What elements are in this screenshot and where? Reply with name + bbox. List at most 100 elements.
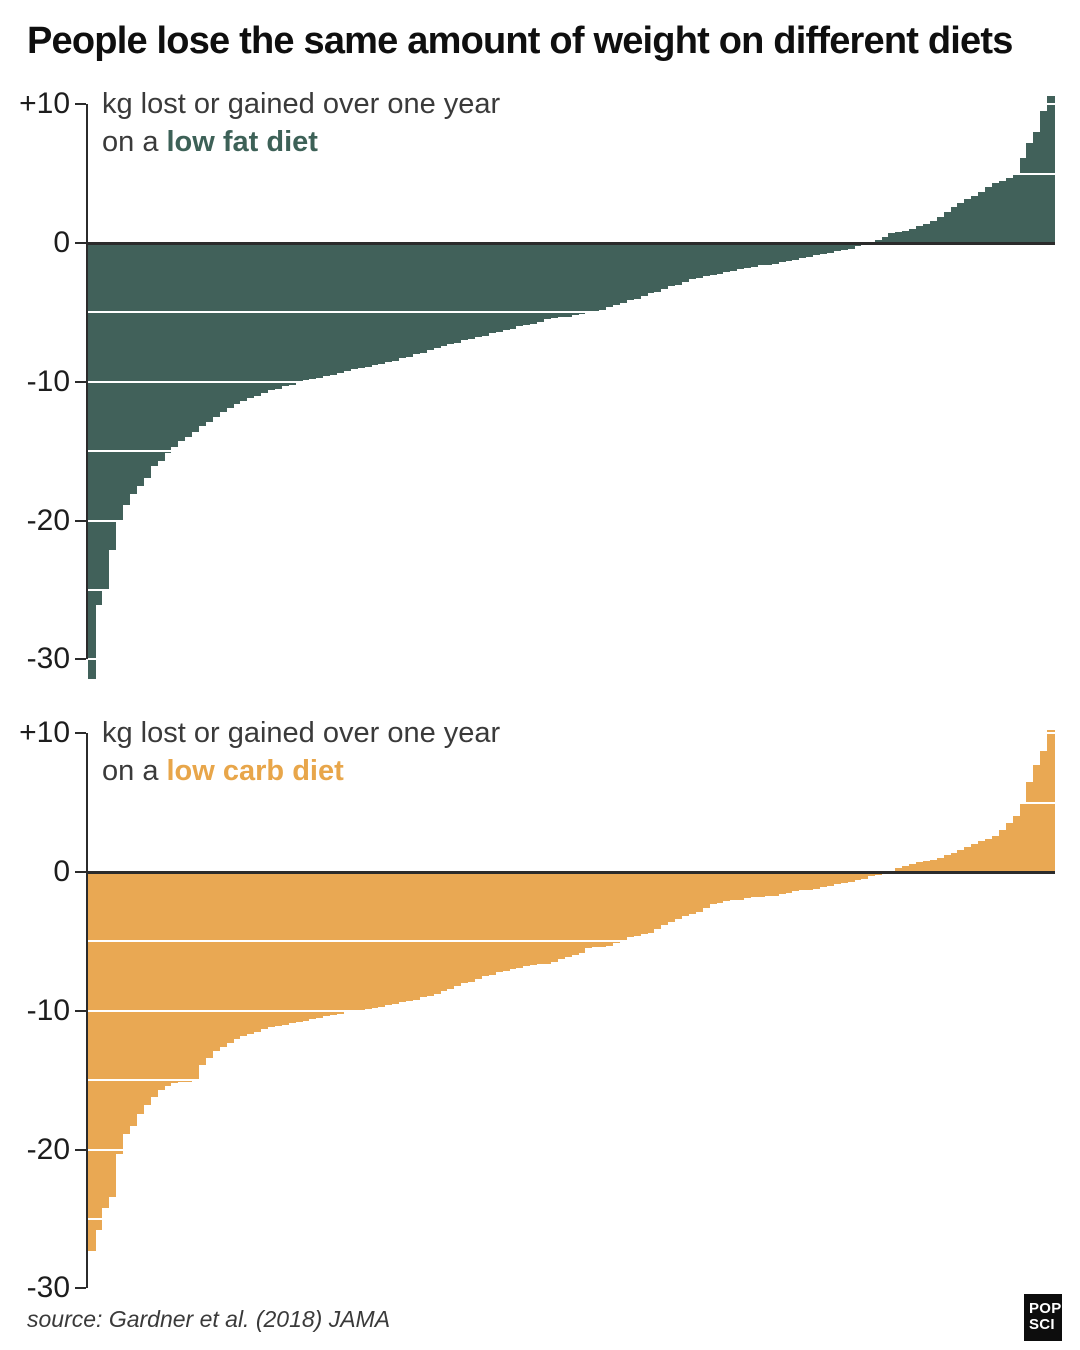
bar xyxy=(1047,730,1055,872)
bar xyxy=(433,243,441,349)
bar xyxy=(1012,173,1021,243)
bar xyxy=(805,872,814,891)
bar xyxy=(226,872,234,1043)
bar xyxy=(557,243,565,317)
gridline--10 xyxy=(88,1009,1055,1012)
bar xyxy=(246,243,255,399)
bar xyxy=(232,872,241,1039)
bar xyxy=(474,243,482,338)
y-tick--10 xyxy=(75,1009,86,1012)
bar xyxy=(1012,816,1021,872)
bar xyxy=(308,243,317,380)
bar xyxy=(315,243,324,378)
bar xyxy=(564,872,572,957)
bar xyxy=(1019,803,1027,872)
bar xyxy=(453,243,462,343)
bar xyxy=(246,872,255,1035)
bar xyxy=(640,872,648,935)
bar xyxy=(722,872,731,902)
bar xyxy=(232,243,241,404)
bar xyxy=(315,872,324,1018)
bar xyxy=(867,872,876,877)
bar xyxy=(391,243,400,361)
bar xyxy=(784,872,793,893)
bar xyxy=(1026,781,1034,872)
bar xyxy=(715,872,724,903)
bar xyxy=(336,243,344,374)
bar xyxy=(515,872,524,968)
bar xyxy=(1019,158,1027,243)
bar xyxy=(391,872,400,1004)
bar xyxy=(143,872,151,1106)
bar xyxy=(384,872,393,1006)
y-tick-0 xyxy=(75,871,86,873)
bar xyxy=(219,243,227,413)
bar xyxy=(688,243,696,280)
bar xyxy=(412,243,420,355)
bar xyxy=(508,872,517,970)
bar xyxy=(522,243,531,325)
bar xyxy=(198,872,206,1065)
bar xyxy=(778,243,786,263)
bar xyxy=(94,872,103,1231)
bar xyxy=(840,243,848,250)
bar xyxy=(971,844,979,872)
y-tick-label: -10 xyxy=(26,364,70,398)
bar xyxy=(709,872,717,904)
bar xyxy=(508,243,517,330)
bar xyxy=(916,226,924,243)
bar xyxy=(929,859,938,872)
bar xyxy=(122,243,130,506)
bar xyxy=(577,872,586,953)
bar xyxy=(467,872,475,982)
gridline--30 xyxy=(88,658,1055,661)
bar xyxy=(860,872,869,879)
bar xyxy=(922,860,931,872)
bar xyxy=(467,243,475,339)
bar xyxy=(791,872,800,892)
bar xyxy=(660,872,669,925)
bar xyxy=(281,243,289,386)
bar xyxy=(660,243,669,289)
bar xyxy=(288,243,296,385)
bar xyxy=(426,243,434,350)
bar xyxy=(288,872,296,1024)
bar xyxy=(840,872,848,884)
bar xyxy=(909,229,917,243)
bar xyxy=(798,872,807,891)
bar xyxy=(329,243,337,375)
bar xyxy=(681,243,689,282)
bar xyxy=(370,243,379,366)
bar xyxy=(308,872,317,1020)
bar xyxy=(833,243,841,252)
bar xyxy=(460,872,469,984)
chart-subtitle: kg lost or gained over one year on a low… xyxy=(102,85,500,161)
y-tick-label: 0 xyxy=(53,226,70,259)
bar xyxy=(619,872,627,940)
bar xyxy=(502,872,510,971)
bar xyxy=(757,872,765,897)
bar xyxy=(895,231,903,243)
bar xyxy=(750,243,758,267)
bar xyxy=(571,872,579,956)
bar xyxy=(129,243,137,495)
bar xyxy=(163,872,172,1086)
bar xyxy=(702,243,710,277)
y-tick-label: 0 xyxy=(53,855,70,888)
bar xyxy=(598,872,607,947)
bar xyxy=(577,243,586,314)
y-axis-line xyxy=(86,733,88,1289)
bar xyxy=(384,243,393,363)
bar xyxy=(101,243,110,589)
bar xyxy=(177,872,186,1082)
source-credit: source: Gardner et al. (2018) JAMA xyxy=(27,1306,391,1332)
bar xyxy=(522,872,531,967)
bar xyxy=(239,243,248,402)
bar xyxy=(219,872,227,1047)
zero-line xyxy=(86,241,1055,245)
bar xyxy=(757,243,765,266)
bar xyxy=(184,872,193,1082)
bar xyxy=(771,872,779,896)
bar xyxy=(667,243,676,287)
bar xyxy=(826,872,834,886)
